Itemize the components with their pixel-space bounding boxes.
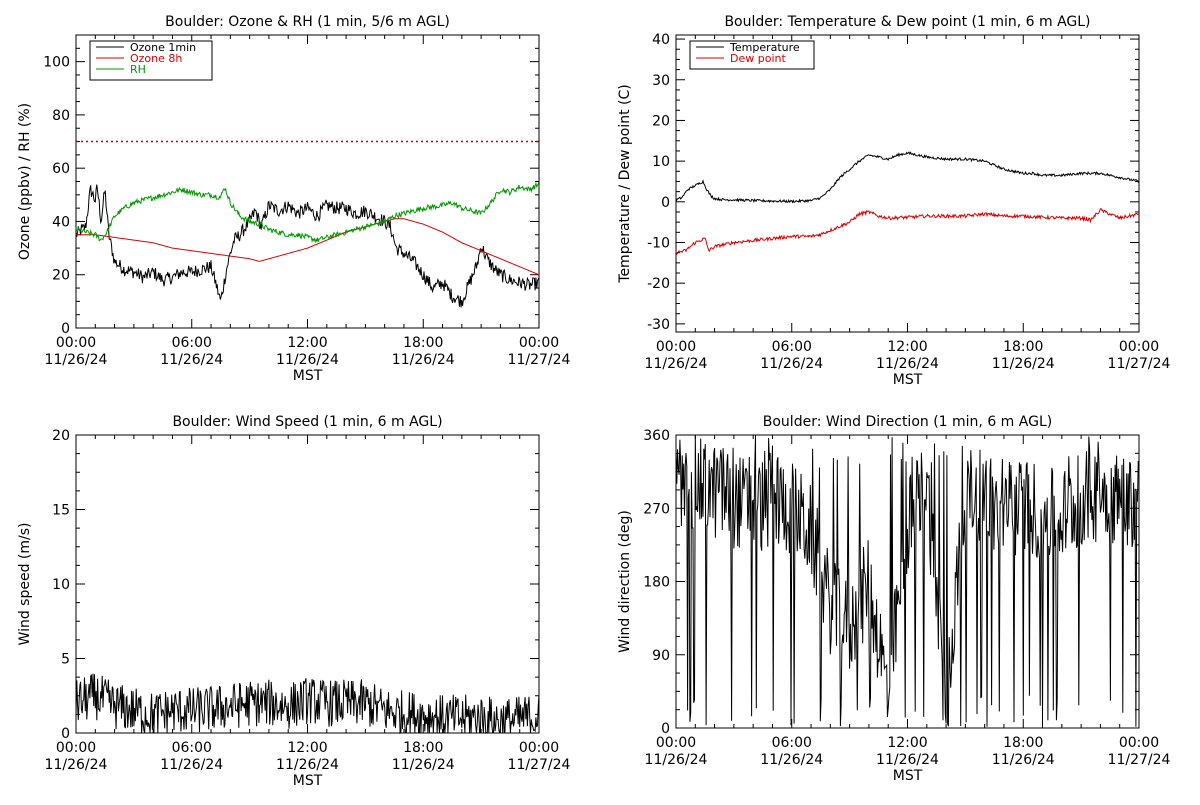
- x-tick-time: 18:00: [1003, 339, 1043, 355]
- x-tick-time: 12:00: [287, 335, 327, 351]
- y-axis-label: Temperature / Dew point (C): [617, 84, 633, 283]
- y-tick-label: 100: [43, 55, 70, 71]
- y-tick-label: 0: [661, 721, 670, 737]
- chart-ozone-rh: Boulder: Ozone & RH (1 min, 5/6 m AGL) 0 2…: [17, 14, 571, 384]
- series-line-0: [75, 673, 540, 735]
- x-tick-date: 11/26/24: [645, 752, 708, 768]
- x-axis-label: MST: [293, 368, 323, 384]
- x-tick-time: 06:00: [172, 335, 212, 351]
- x-tick-time: 00:00: [1119, 339, 1159, 355]
- x-tick-date: 11/27/24: [508, 757, 571, 773]
- x-tick-time: 00:00: [656, 735, 696, 751]
- x-tick-date: 11/27/24: [1108, 752, 1171, 768]
- x-tick-date: 11/26/24: [45, 757, 108, 773]
- y-tick-label: 0: [61, 726, 70, 742]
- chart-title: Boulder: Ozone & RH (1 min, 5/6 m AGL): [165, 14, 450, 30]
- y-tick-label: 20: [52, 268, 70, 284]
- legend-label: Ozone 8h: [130, 52, 182, 65]
- x-tick-time: 00:00: [656, 339, 696, 355]
- y-tick-label: 0: [661, 195, 670, 211]
- y-tick-label: 20: [52, 428, 70, 444]
- y-tick-label: 80: [52, 108, 70, 124]
- chart-title: Boulder: Wind Direction (1 min, 6 m AGL): [763, 414, 1052, 430]
- x-tick-date: 11/26/24: [392, 757, 455, 773]
- x-tick-time: 06:00: [772, 339, 812, 355]
- y-tick-label: 15: [52, 503, 70, 519]
- x-tick-time: 18:00: [403, 740, 443, 756]
- x-tick-time: 12:00: [287, 740, 327, 756]
- y-tick-label: 40: [52, 214, 70, 230]
- x-tick-time: 06:00: [772, 735, 812, 751]
- x-tick-date: 11/26/24: [160, 352, 223, 368]
- chart-wind-speed: Boulder: Wind Speed (1 min, 6 m AGL) 0 5 10…: [17, 414, 571, 789]
- x-tick-time: 00:00: [56, 740, 96, 756]
- y-axis-label: Wind speed (m/s): [17, 523, 33, 646]
- x-tick-time: 12:00: [887, 339, 927, 355]
- x-tick-date: 11/26/24: [45, 352, 108, 368]
- y-tick-label: 270: [643, 501, 670, 517]
- x-tick-time: 06:00: [172, 740, 212, 756]
- chart-title: Boulder: Temperature & Dew point (1 min,…: [724, 14, 1090, 30]
- legend-box: [689, 40, 815, 70]
- x-tick-date: 11/26/24: [645, 356, 708, 372]
- series-line-0: [675, 151, 1140, 204]
- y-tick-label: 40: [652, 32, 670, 48]
- y-tick-label: 10: [652, 154, 670, 170]
- x-tick-time: 00:00: [519, 335, 559, 351]
- x-tick-date: 11/26/24: [392, 352, 455, 368]
- y-tick-label: 90: [652, 648, 670, 664]
- x-tick-date: 11/26/24: [992, 752, 1055, 768]
- x-tick-date: 11/26/24: [992, 356, 1055, 372]
- series-line-0: [75, 184, 540, 308]
- y-tick-label: 60: [52, 161, 70, 177]
- y-tick-label: 20: [652, 113, 670, 129]
- x-tick-time: 18:00: [403, 335, 443, 351]
- x-tick-time: 00:00: [1119, 735, 1159, 751]
- x-tick-date: 11/26/24: [760, 752, 823, 768]
- y-axis-label: Ozone (ppbv) / RH (%): [17, 103, 33, 260]
- x-tick-time: 00:00: [56, 335, 96, 351]
- y-tick-label: 180: [643, 575, 670, 591]
- y-tick-label: 10: [52, 577, 70, 593]
- x-tick-date: 11/26/24: [876, 356, 939, 372]
- series-line-2: [75, 181, 540, 244]
- y-tick-label: -20: [647, 276, 670, 292]
- legend-label: Ozone 1min: [130, 41, 196, 54]
- series-line-1: [675, 208, 1140, 255]
- y-tick-label: -30: [647, 317, 670, 333]
- x-axis-label: MST: [893, 768, 923, 784]
- series-line-1: [76, 218, 540, 276]
- chart-wind-direction: Boulder: Wind Direction (1 min, 6 m AGL)…: [617, 414, 1171, 784]
- y-tick-label: 0: [61, 321, 70, 337]
- legend-label: Dew point: [730, 52, 786, 65]
- y-axis-label: Wind direction (deg): [617, 510, 633, 653]
- y-tick-label: -10: [647, 235, 670, 251]
- legend-label: Temperature: [729, 41, 800, 54]
- x-axis-label: MST: [893, 372, 923, 388]
- x-tick-time: 18:00: [1003, 735, 1043, 751]
- chart-title: Boulder: Wind Speed (1 min, 6 m AGL): [172, 414, 442, 430]
- x-tick-time: 00:00: [519, 740, 559, 756]
- x-tick-date: 11/26/24: [276, 352, 339, 368]
- y-tick-label: 360: [643, 428, 670, 444]
- chart-temp-dew: Boulder: Temperature & Dew point (1 min,…: [617, 14, 1171, 388]
- x-tick-date: 11/27/24: [1108, 356, 1171, 372]
- plot-frame: [675, 34, 1140, 333]
- plot-frame: [75, 434, 540, 734]
- x-tick-date: 11/26/24: [160, 757, 223, 773]
- x-tick-date: 11/26/24: [276, 757, 339, 773]
- x-axis-label: MST: [293, 773, 323, 789]
- series-line-0: [675, 435, 1140, 727]
- y-tick-label: 5: [61, 652, 70, 668]
- y-tick-label: 30: [652, 73, 670, 89]
- legend-label: RH: [130, 63, 146, 76]
- x-tick-time: 12:00: [887, 735, 927, 751]
- x-tick-date: 11/26/24: [760, 356, 823, 372]
- x-tick-date: 11/26/24: [876, 752, 939, 768]
- x-tick-date: 11/27/24: [508, 352, 571, 368]
